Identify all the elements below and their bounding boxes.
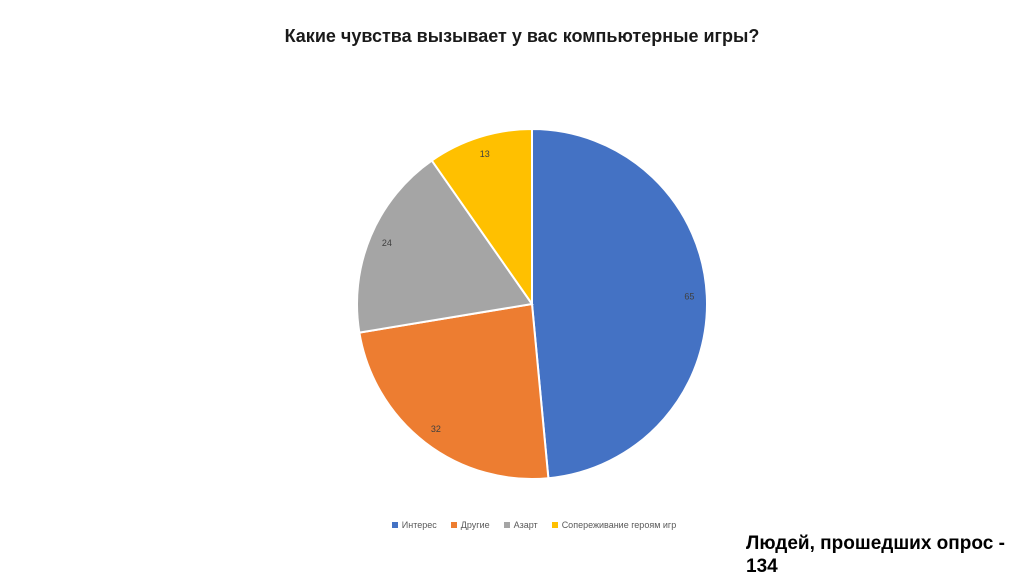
data-label-other: 32 [431, 424, 441, 434]
legend-label-other: Другие [460, 520, 490, 530]
data-label-interest: 65 [684, 292, 694, 302]
legend-label-excitement: Азарт [513, 520, 538, 530]
chart-legend: Интерес Другие Азарт Сопереживание героя… [0, 520, 1024, 530]
legend-item-empathy: Сопереживание героям игр [551, 520, 677, 530]
data-label-excitement: 24 [382, 238, 392, 248]
pie-slice-empathy [430, 127, 533, 308]
legend-swatch-other [450, 522, 457, 528]
legend-item-interest: Интерес [391, 520, 437, 530]
legend-swatch-empathy [551, 522, 558, 528]
legend-label-empathy: Сопереживание героям игр [561, 520, 677, 530]
legend-swatch-excitement [503, 522, 510, 528]
data-label-empathy: 13 [480, 149, 490, 159]
legend-swatch-interest [391, 522, 398, 528]
legend-label-interest: Интерес [401, 520, 437, 530]
pie-slice-excitement [356, 159, 534, 334]
pie-slice-other [358, 302, 550, 480]
pie-slice-interest [531, 127, 708, 480]
legend-item-other: Другие [450, 520, 490, 530]
chart-title: Какие чувства вызывает у вас компьютерны… [284, 26, 760, 46]
respondents-note: Людей, прошедших опрос - 134 [746, 533, 1005, 577]
legend-item-excitement: Азарт [503, 520, 538, 530]
